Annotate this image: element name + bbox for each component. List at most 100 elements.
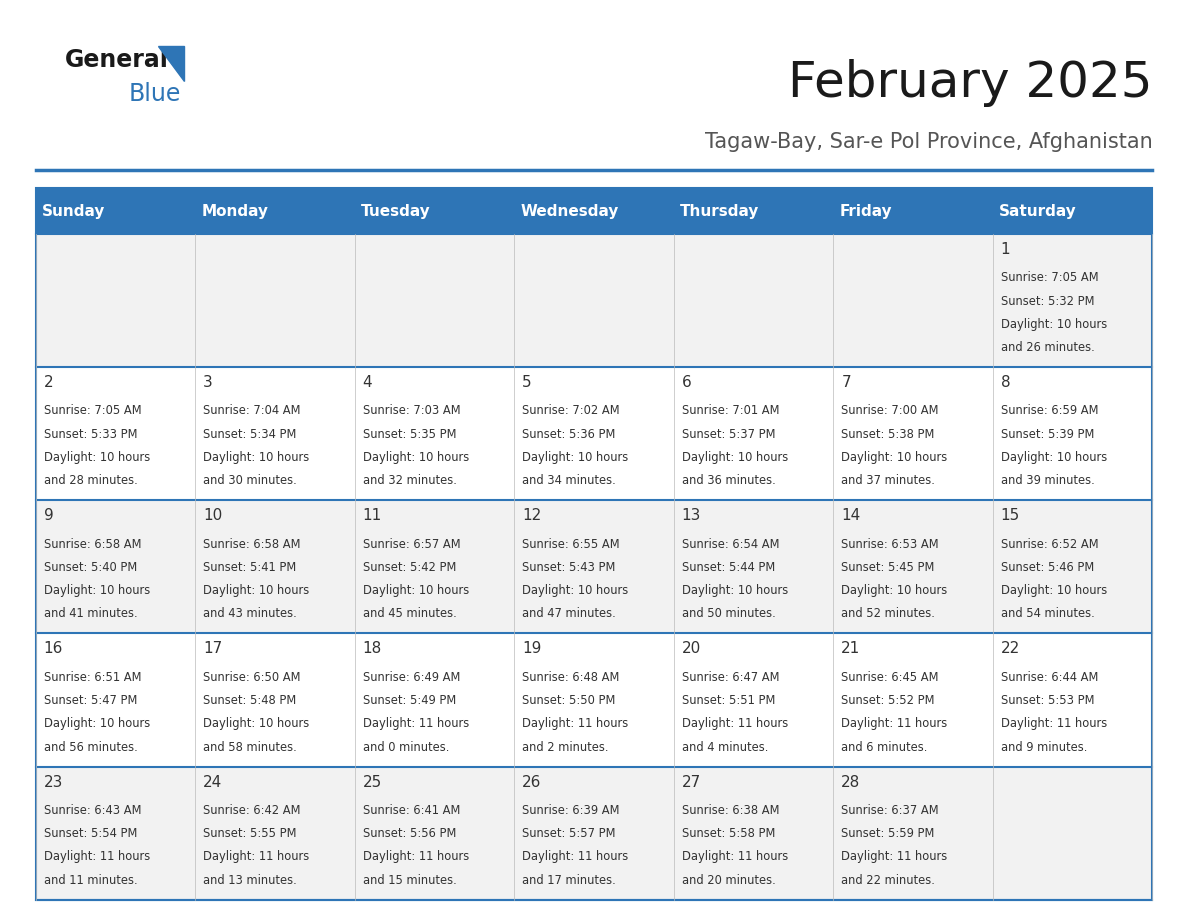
Text: 10: 10 (203, 509, 222, 523)
Text: Sunrise: 6:44 AM: Sunrise: 6:44 AM (1000, 671, 1098, 684)
Text: Tuesday: Tuesday (361, 204, 431, 218)
Text: Sunrise: 6:47 AM: Sunrise: 6:47 AM (682, 671, 779, 684)
Text: 26: 26 (523, 775, 542, 789)
Bar (993, 367, 1152, 500)
Text: Sunset: 5:53 PM: Sunset: 5:53 PM (1000, 694, 1094, 707)
Text: Sunset: 5:48 PM: Sunset: 5:48 PM (203, 694, 296, 707)
Text: and 41 minutes.: and 41 minutes. (44, 608, 138, 621)
Text: Daylight: 11 hours: Daylight: 11 hours (841, 850, 948, 864)
Text: and 47 minutes.: and 47 minutes. (523, 608, 615, 621)
Text: Wednesday: Wednesday (520, 204, 619, 218)
Text: Sunrise: 6:53 AM: Sunrise: 6:53 AM (841, 538, 939, 551)
Bar (833, 234, 993, 367)
Text: Daylight: 10 hours: Daylight: 10 hours (1000, 318, 1107, 331)
Text: Sunrise: 6:58 AM: Sunrise: 6:58 AM (44, 538, 141, 551)
Text: Sunrise: 6:55 AM: Sunrise: 6:55 AM (523, 538, 620, 551)
Text: Sunrise: 6:42 AM: Sunrise: 6:42 AM (203, 804, 301, 817)
Text: and 43 minutes.: and 43 minutes. (203, 608, 297, 621)
Text: and 56 minutes.: and 56 minutes. (44, 741, 138, 754)
Bar (514, 633, 674, 767)
Text: and 39 minutes.: and 39 minutes. (1000, 475, 1094, 487)
Text: Sunset: 5:38 PM: Sunset: 5:38 PM (841, 428, 935, 441)
Text: Sunset: 5:36 PM: Sunset: 5:36 PM (523, 428, 615, 441)
Text: and 32 minutes.: and 32 minutes. (362, 475, 456, 487)
Text: Tagaw-Bay, Sar-e Pol Province, Afghanistan: Tagaw-Bay, Sar-e Pol Province, Afghanist… (704, 132, 1152, 152)
Bar (195, 633, 355, 767)
Text: Sunrise: 6:59 AM: Sunrise: 6:59 AM (1000, 405, 1098, 418)
Text: Sunset: 5:51 PM: Sunset: 5:51 PM (682, 694, 775, 707)
Text: Thursday: Thursday (681, 204, 759, 218)
Text: Daylight: 10 hours: Daylight: 10 hours (682, 451, 788, 465)
Text: Sunset: 5:59 PM: Sunset: 5:59 PM (841, 827, 935, 840)
Text: General: General (65, 48, 169, 72)
Text: Daylight: 10 hours: Daylight: 10 hours (203, 451, 309, 465)
Text: Daylight: 10 hours: Daylight: 10 hours (682, 584, 788, 598)
Text: 12: 12 (523, 509, 542, 523)
Text: Daylight: 11 hours: Daylight: 11 hours (523, 717, 628, 731)
Text: Sunset: 5:47 PM: Sunset: 5:47 PM (44, 694, 137, 707)
Bar (514, 767, 674, 900)
Text: 17: 17 (203, 642, 222, 656)
Bar (355, 633, 514, 767)
Text: 13: 13 (682, 509, 701, 523)
Text: 5: 5 (523, 375, 532, 390)
Text: Sunrise: 6:52 AM: Sunrise: 6:52 AM (1000, 538, 1099, 551)
Text: and 15 minutes.: and 15 minutes. (362, 874, 456, 887)
Text: Sunset: 5:35 PM: Sunset: 5:35 PM (362, 428, 456, 441)
Text: and 30 minutes.: and 30 minutes. (203, 475, 297, 487)
Text: Sunrise: 6:50 AM: Sunrise: 6:50 AM (203, 671, 301, 684)
Text: Daylight: 10 hours: Daylight: 10 hours (44, 451, 150, 465)
Text: Daylight: 11 hours: Daylight: 11 hours (362, 850, 469, 864)
Text: Daylight: 10 hours: Daylight: 10 hours (203, 717, 309, 731)
Text: Sunrise: 6:54 AM: Sunrise: 6:54 AM (682, 538, 779, 551)
Text: 3: 3 (203, 375, 213, 390)
Text: Sunset: 5:44 PM: Sunset: 5:44 PM (682, 561, 775, 574)
Text: Sunrise: 6:48 AM: Sunrise: 6:48 AM (523, 671, 620, 684)
Text: Sunset: 5:32 PM: Sunset: 5:32 PM (1000, 295, 1094, 308)
Bar (355, 234, 514, 367)
Text: Sunset: 5:52 PM: Sunset: 5:52 PM (841, 694, 935, 707)
Text: Sunrise: 7:05 AM: Sunrise: 7:05 AM (1000, 272, 1099, 285)
Text: Sunrise: 6:43 AM: Sunrise: 6:43 AM (44, 804, 141, 817)
Text: Sunrise: 6:51 AM: Sunrise: 6:51 AM (44, 671, 141, 684)
Text: and 4 minutes.: and 4 minutes. (682, 741, 769, 754)
Text: 25: 25 (362, 775, 381, 789)
Text: 8: 8 (1000, 375, 1011, 390)
Text: 7: 7 (841, 375, 851, 390)
Text: Sunday: Sunday (42, 204, 106, 218)
Text: and 34 minutes.: and 34 minutes. (523, 475, 615, 487)
Text: 18: 18 (362, 642, 381, 656)
Text: and 37 minutes.: and 37 minutes. (841, 475, 935, 487)
Text: Daylight: 10 hours: Daylight: 10 hours (1000, 451, 1107, 465)
Text: Daylight: 10 hours: Daylight: 10 hours (44, 584, 150, 598)
Text: Sunset: 5:37 PM: Sunset: 5:37 PM (682, 428, 776, 441)
Text: 28: 28 (841, 775, 860, 789)
Text: 23: 23 (44, 775, 63, 789)
Text: 1: 1 (1000, 242, 1011, 257)
Text: Daylight: 11 hours: Daylight: 11 hours (523, 850, 628, 864)
Text: Sunset: 5:41 PM: Sunset: 5:41 PM (203, 561, 296, 574)
Text: Sunrise: 6:39 AM: Sunrise: 6:39 AM (523, 804, 620, 817)
Bar (195, 234, 355, 367)
Text: 24: 24 (203, 775, 222, 789)
Text: Daylight: 10 hours: Daylight: 10 hours (841, 584, 948, 598)
Text: Sunrise: 6:49 AM: Sunrise: 6:49 AM (362, 671, 460, 684)
Text: and 54 minutes.: and 54 minutes. (1000, 608, 1094, 621)
Text: Sunset: 5:56 PM: Sunset: 5:56 PM (362, 827, 456, 840)
Bar (993, 767, 1152, 900)
Bar (355, 500, 514, 633)
Text: Daylight: 11 hours: Daylight: 11 hours (682, 850, 788, 864)
Text: Sunset: 5:55 PM: Sunset: 5:55 PM (203, 827, 297, 840)
Text: Daylight: 11 hours: Daylight: 11 hours (362, 717, 469, 731)
Text: 9: 9 (44, 509, 53, 523)
Text: Sunrise: 7:04 AM: Sunrise: 7:04 AM (203, 405, 301, 418)
Bar (674, 500, 833, 633)
Text: Daylight: 11 hours: Daylight: 11 hours (203, 850, 309, 864)
Text: Friday: Friday (840, 204, 892, 218)
Bar (36, 500, 195, 633)
Text: and 28 minutes.: and 28 minutes. (44, 475, 138, 487)
Text: and 45 minutes.: and 45 minutes. (362, 608, 456, 621)
Text: Daylight: 11 hours: Daylight: 11 hours (1000, 717, 1107, 731)
Bar (36, 234, 195, 367)
Text: and 17 minutes.: and 17 minutes. (523, 874, 615, 887)
